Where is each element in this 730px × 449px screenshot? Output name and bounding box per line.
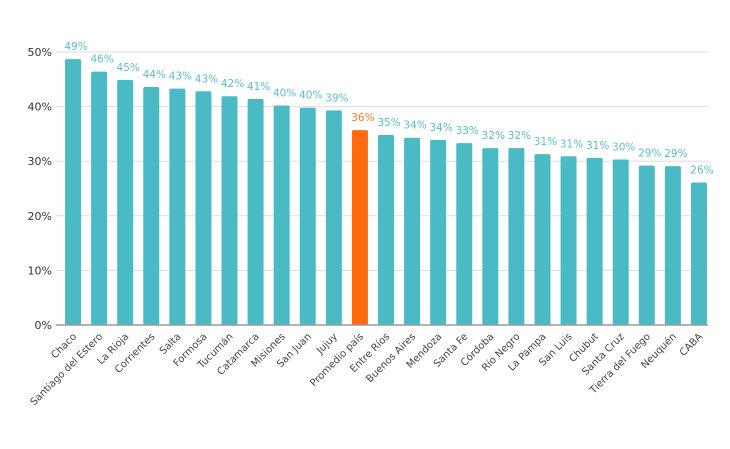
bar — [430, 139, 447, 325]
bar — [169, 88, 186, 325]
bars — [65, 59, 707, 326]
bar — [221, 96, 238, 325]
data-label: 29% — [664, 148, 687, 160]
bar — [351, 130, 368, 325]
y-tick-label: 40% — [28, 101, 52, 114]
bar — [534, 154, 551, 325]
bar — [664, 166, 681, 325]
data-label: 34% — [403, 120, 426, 132]
bar — [247, 98, 264, 326]
bar — [325, 110, 342, 325]
bar — [378, 134, 394, 325]
data-label: 39% — [325, 92, 348, 104]
bar — [586, 157, 603, 325]
data-label: 42% — [221, 78, 244, 90]
bar — [560, 156, 577, 325]
bar — [299, 107, 316, 325]
y-tick-label: 50% — [28, 46, 52, 59]
data-label: 32% — [482, 130, 505, 142]
bar — [195, 91, 212, 325]
data-label: 40% — [273, 88, 296, 100]
y-axis-tick-labels: 0% 10% 20% 30% 40% 50% — [28, 46, 52, 332]
bar — [117, 79, 134, 325]
y-tick-label: 20% — [28, 210, 52, 223]
bar — [456, 143, 473, 325]
x-category-label: CABA — [678, 331, 705, 358]
bar — [143, 86, 160, 325]
bar — [638, 165, 655, 325]
data-label: 36% — [351, 112, 374, 124]
bar — [482, 148, 499, 325]
data-label: 30% — [612, 142, 635, 154]
data-label: 45% — [117, 62, 140, 74]
data-label: 31% — [586, 140, 609, 152]
y-tick-label: 30% — [28, 155, 52, 168]
bar — [690, 182, 707, 325]
data-label: 31% — [534, 136, 557, 148]
data-label: 46% — [90, 54, 113, 66]
bar — [508, 148, 525, 325]
data-label: 40% — [299, 90, 322, 102]
data-label: 44% — [143, 69, 166, 81]
bar — [65, 59, 82, 326]
data-label: 29% — [638, 148, 661, 160]
data-label: 33% — [456, 125, 479, 137]
data-label: 43% — [195, 73, 218, 85]
bar — [91, 71, 108, 325]
y-tick-label: 0% — [35, 319, 52, 332]
data-label: 34% — [429, 122, 452, 134]
bar — [404, 137, 421, 325]
data-label: 35% — [377, 117, 400, 129]
data-label: 43% — [169, 71, 192, 83]
bar — [273, 105, 290, 326]
y-tick-label: 10% — [28, 264, 52, 277]
data-label: 26% — [690, 164, 713, 176]
bar — [612, 159, 629, 325]
data-label: 49% — [64, 41, 87, 53]
data-label: 31% — [560, 138, 583, 150]
data-label: 32% — [508, 130, 531, 142]
data-label: 41% — [247, 81, 270, 93]
data-labels: 49%46%45%44% 43% 43% 42% 41%40% 40% 39%36% 35% 3… — [64, 41, 713, 176]
